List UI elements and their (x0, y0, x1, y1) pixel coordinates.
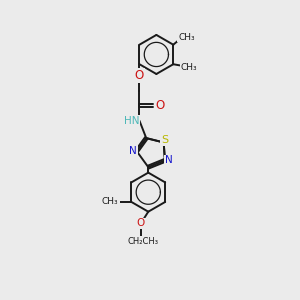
Text: O: O (135, 69, 144, 82)
Text: N: N (165, 155, 172, 165)
Text: CH₃: CH₃ (181, 63, 197, 72)
Text: S: S (161, 135, 168, 145)
Text: O: O (156, 99, 165, 112)
Text: CH₂CH₃: CH₂CH₃ (127, 237, 158, 246)
Text: O: O (137, 218, 145, 228)
Text: CH₃: CH₃ (102, 197, 118, 206)
Text: CH₃: CH₃ (178, 33, 195, 42)
Text: O: O (111, 197, 119, 207)
Text: N: N (129, 146, 137, 156)
Text: HN: HN (124, 116, 139, 126)
